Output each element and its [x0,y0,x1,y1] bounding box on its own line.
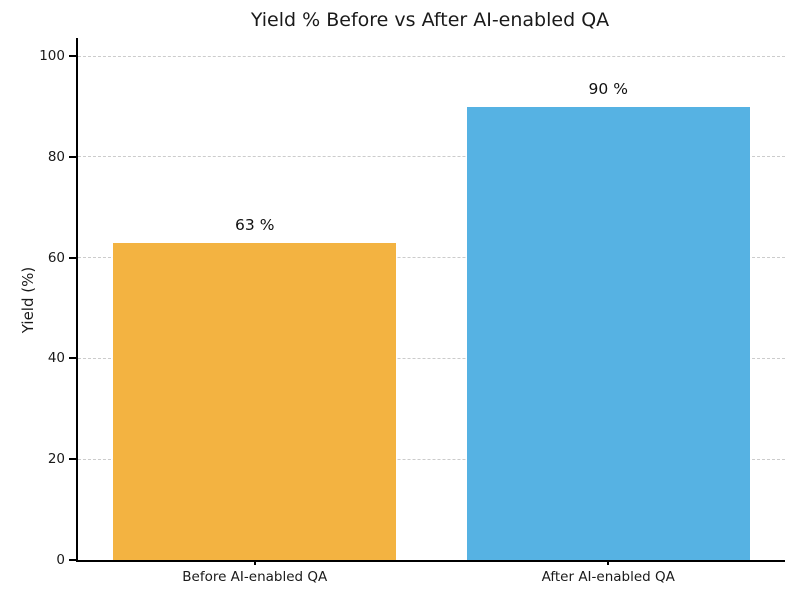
x-tick [607,560,610,565]
y-tick [69,559,76,561]
y-tick-label: 80 [47,148,65,165]
gridline [78,257,785,259]
gridline [78,357,785,359]
y-tick-label: 20 [47,451,65,468]
x-tick-label: After AI-enabled QA [541,569,675,585]
bar-value-label: 63 % [235,215,275,234]
y-axis-title: Yield (%) [19,266,37,334]
chart-title: Yield % Before vs After AI-enabled QA [250,9,610,31]
y-tick [69,458,76,461]
y-tick [69,256,76,259]
y-tick [69,357,76,360]
x-tick [253,560,256,565]
y-tick-label: 100 [39,48,65,65]
bar [466,106,750,560]
y-tick-label: 0 [56,552,65,568]
y-tick [69,55,76,58]
gridline [78,458,785,460]
y-tick [69,155,76,158]
bar-value-label: 90 % [588,79,628,98]
y-tick-label: 40 [47,350,65,367]
plot-area: 0 20 40 60 80 100 63 % Before AI-enabled QA 90 %… [39,38,785,585]
x-tick-label: Before AI-enabled QA [182,569,328,585]
gridline [78,55,785,57]
bar [113,242,397,560]
y-tick-label: 60 [47,249,65,266]
gridline [78,156,785,158]
